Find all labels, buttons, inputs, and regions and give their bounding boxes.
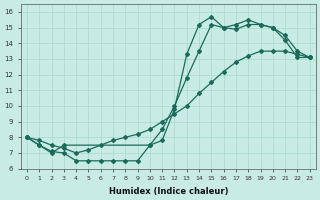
X-axis label: Humidex (Indice chaleur): Humidex (Indice chaleur) <box>108 187 228 196</box>
